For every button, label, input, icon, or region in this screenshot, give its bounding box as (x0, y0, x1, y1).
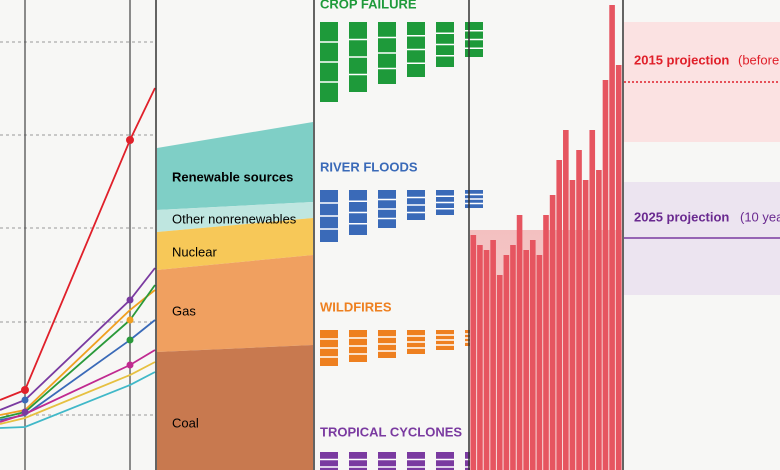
projection-label: 2015 projection (634, 52, 729, 67)
bar (569, 180, 576, 470)
bar (490, 240, 496, 470)
line-panel (0, 0, 156, 470)
area-label: Other nonrenewables (172, 211, 297, 226)
bar (503, 255, 510, 470)
area-label: Nuclear (172, 244, 217, 259)
bar (529, 240, 536, 470)
hazard-title: TROPICAL CYCLONES (320, 424, 462, 439)
bar (563, 130, 569, 470)
hazard-block (320, 452, 338, 470)
projection-note: (10 yea (740, 209, 780, 224)
projection-label: 2025 projection (634, 209, 729, 224)
energy-panel: Renewable sources Other nonrenewables Nu… (157, 122, 313, 470)
hazard-block (436, 452, 454, 470)
bar (510, 245, 516, 470)
hazards-panel: CROP FAILURE RIVER FLOODS WILDFIRES TROP… (320, 0, 483, 470)
hazard-title: WILDFIRES (320, 299, 392, 314)
projection-note: (before (738, 52, 779, 67)
bar (576, 150, 582, 470)
bar (589, 130, 596, 470)
bar (556, 160, 563, 470)
histogram (470, 5, 622, 470)
bar (483, 250, 490, 470)
bar (470, 235, 477, 470)
bar (596, 170, 602, 470)
hazard-block (378, 452, 396, 470)
bar (615, 65, 622, 470)
bar (523, 250, 529, 470)
area-label: Renewable sources (172, 169, 293, 184)
bar (549, 195, 556, 470)
bar (496, 275, 503, 470)
bar (536, 255, 543, 470)
projection-panel: 2015 projection (before 2025 projection … (624, 22, 780, 295)
hazard-title: CROP FAILURE (320, 0, 417, 11)
bar (602, 80, 609, 470)
area-label: Coal (172, 415, 199, 430)
hazard-block (407, 452, 425, 470)
bar (582, 180, 589, 470)
bar (477, 245, 483, 470)
bar (609, 5, 615, 470)
bar (516, 215, 523, 470)
area-label: Gas (172, 303, 196, 318)
hazard-title: RIVER FLOODS (320, 159, 418, 174)
hazard-block (349, 452, 367, 470)
bar (543, 215, 549, 470)
